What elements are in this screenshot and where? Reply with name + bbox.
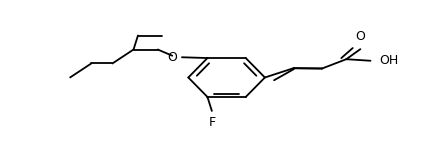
- Text: F: F: [208, 116, 216, 128]
- Text: OH: OH: [379, 54, 399, 67]
- Text: O: O: [168, 51, 178, 64]
- Text: O: O: [356, 30, 365, 43]
